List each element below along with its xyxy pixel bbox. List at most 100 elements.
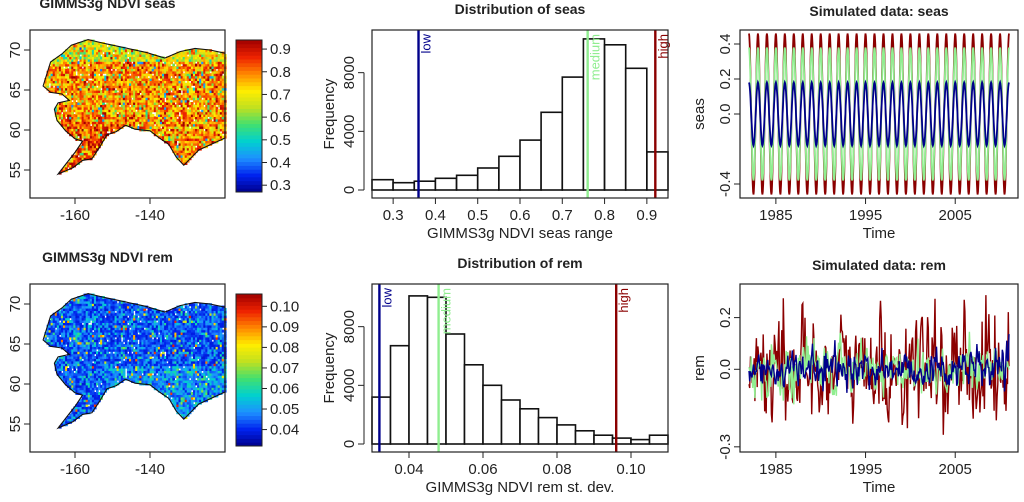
- map-rem-cell: [137, 351, 140, 355]
- map-seas-cell: [116, 109, 120, 113]
- map-rem-cell: [120, 365, 124, 369]
- map-seas-cell: [60, 87, 64, 91]
- map-seas-cell: [87, 118, 91, 122]
- map-rem-cell: [91, 296, 95, 299]
- map-seas-cell: [205, 49, 208, 53]
- map-seas-cell: [195, 80, 198, 84]
- map-seas-cell: [176, 123, 180, 127]
- map-seas-cell: [56, 61, 60, 65]
- map-seas-cell: [186, 56, 190, 60]
- map-seas-cell: [114, 78, 118, 81]
- map-rem-cell: [93, 332, 97, 335]
- map-rem-cell: [139, 380, 142, 383]
- map-seas-cell: [190, 73, 194, 77]
- map-seas-cell: [182, 82, 186, 86]
- map-seas-cell: [93, 138, 97, 141]
- map-rem-cell: [58, 327, 62, 331]
- map-seas-cell: [126, 58, 130, 62]
- map-seas-cell: [221, 82, 225, 86]
- map-seas-cell: [63, 123, 66, 127]
- map-rem-cell: [63, 305, 66, 309]
- map-rem-cell: [63, 308, 66, 311]
- map-seas-cell: [186, 140, 190, 144]
- map-rem-cell: [69, 360, 72, 364]
- map-seas-cell: [110, 54, 114, 57]
- map-rem-cell: [67, 360, 70, 364]
- map-rem-cell: [126, 324, 130, 328]
- map-seas-cell: [60, 121, 64, 125]
- map-rem-cell: [83, 387, 87, 391]
- map-seas-cell: [147, 70, 151, 74]
- map-seas-cell: [112, 106, 116, 110]
- map-rem-cell: [83, 317, 87, 321]
- map-rem-cell: [106, 368, 109, 371]
- map-seas-cell: [96, 92, 99, 96]
- map-seas-cell: [203, 82, 206, 86]
- map-seas-cell: [71, 111, 74, 115]
- map-seas-cell: [71, 116, 74, 120]
- map-seas-cell: [197, 123, 200, 127]
- map-seas-cell: [207, 111, 211, 115]
- map-seas-cell: [174, 94, 178, 98]
- map-seas-cell: [110, 73, 114, 77]
- map-seas-cell: [131, 68, 134, 72]
- map-seas-cell: [184, 102, 188, 105]
- map-seas-cell: [120, 123, 124, 127]
- map-seas-cell: [100, 128, 103, 132]
- map-rem-cell: [102, 341, 105, 345]
- map-seas-cell: [172, 126, 175, 129]
- map-seas-cell: [190, 130, 194, 134]
- map-rem-cell: [104, 327, 107, 331]
- map-seas-cell: [96, 58, 99, 62]
- map-seas-cell: [126, 63, 130, 67]
- map-rem-cell: [133, 303, 136, 307]
- map-rem-cell: [73, 305, 76, 309]
- map-rem-cell: [79, 336, 83, 340]
- map-rem-cell: [75, 334, 79, 338]
- map-seas-cell: [201, 118, 204, 122]
- map-seas-cell: [197, 82, 200, 86]
- map-rem-cell: [96, 380, 99, 383]
- map-rem-cell: [104, 358, 107, 362]
- map-seas-cell: [180, 61, 184, 65]
- map-rem-cell: [85, 336, 89, 340]
- map-seas-cell: [69, 118, 72, 122]
- map-seas-cell: [145, 128, 149, 132]
- map-seas-cell: [98, 109, 101, 113]
- map-seas-cell: [108, 78, 112, 81]
- map-seas-cell: [126, 99, 130, 103]
- map-seas-cell: [77, 87, 81, 91]
- map-seas-cell: [174, 123, 178, 127]
- map-rem-cell: [139, 344, 142, 347]
- map-seas-cell: [172, 80, 175, 84]
- map-rem-cell: [93, 327, 97, 331]
- map-rem-cell: [93, 365, 97, 369]
- map-seas-cell: [79, 99, 83, 103]
- map-seas-cell: [172, 54, 175, 57]
- map-seas-cell: [102, 56, 105, 60]
- map-seas-cell: [221, 130, 225, 134]
- map-rem-cell: [91, 368, 95, 371]
- map-seas-cell: [162, 68, 165, 72]
- map-seas-cell: [77, 92, 81, 96]
- map-seas-cell: [168, 56, 171, 60]
- map-seas-cell: [133, 56, 136, 60]
- map-seas-cell: [106, 73, 109, 77]
- map-seas-cell: [120, 118, 124, 122]
- map-rem-cell: [85, 406, 89, 410]
- map-seas-cell: [201, 116, 204, 120]
- map-rem-cell: [133, 353, 136, 357]
- map-seas-cell: [96, 116, 99, 120]
- map-rem-cell: [98, 370, 101, 374]
- map-seas-cell: [116, 54, 120, 57]
- map-seas-cell: [96, 44, 99, 48]
- map-seas-cell: [190, 123, 194, 127]
- map-seas-cell: [157, 118, 161, 122]
- map-seas-cell: [164, 87, 167, 91]
- map-rem-cell: [69, 413, 72, 417]
- map-rem-cell: [112, 317, 116, 321]
- map-seas-cell: [168, 116, 171, 120]
- map-rem-cell: [71, 380, 74, 383]
- map-seas-cell: [217, 114, 221, 117]
- map-rem-cell: [133, 339, 136, 343]
